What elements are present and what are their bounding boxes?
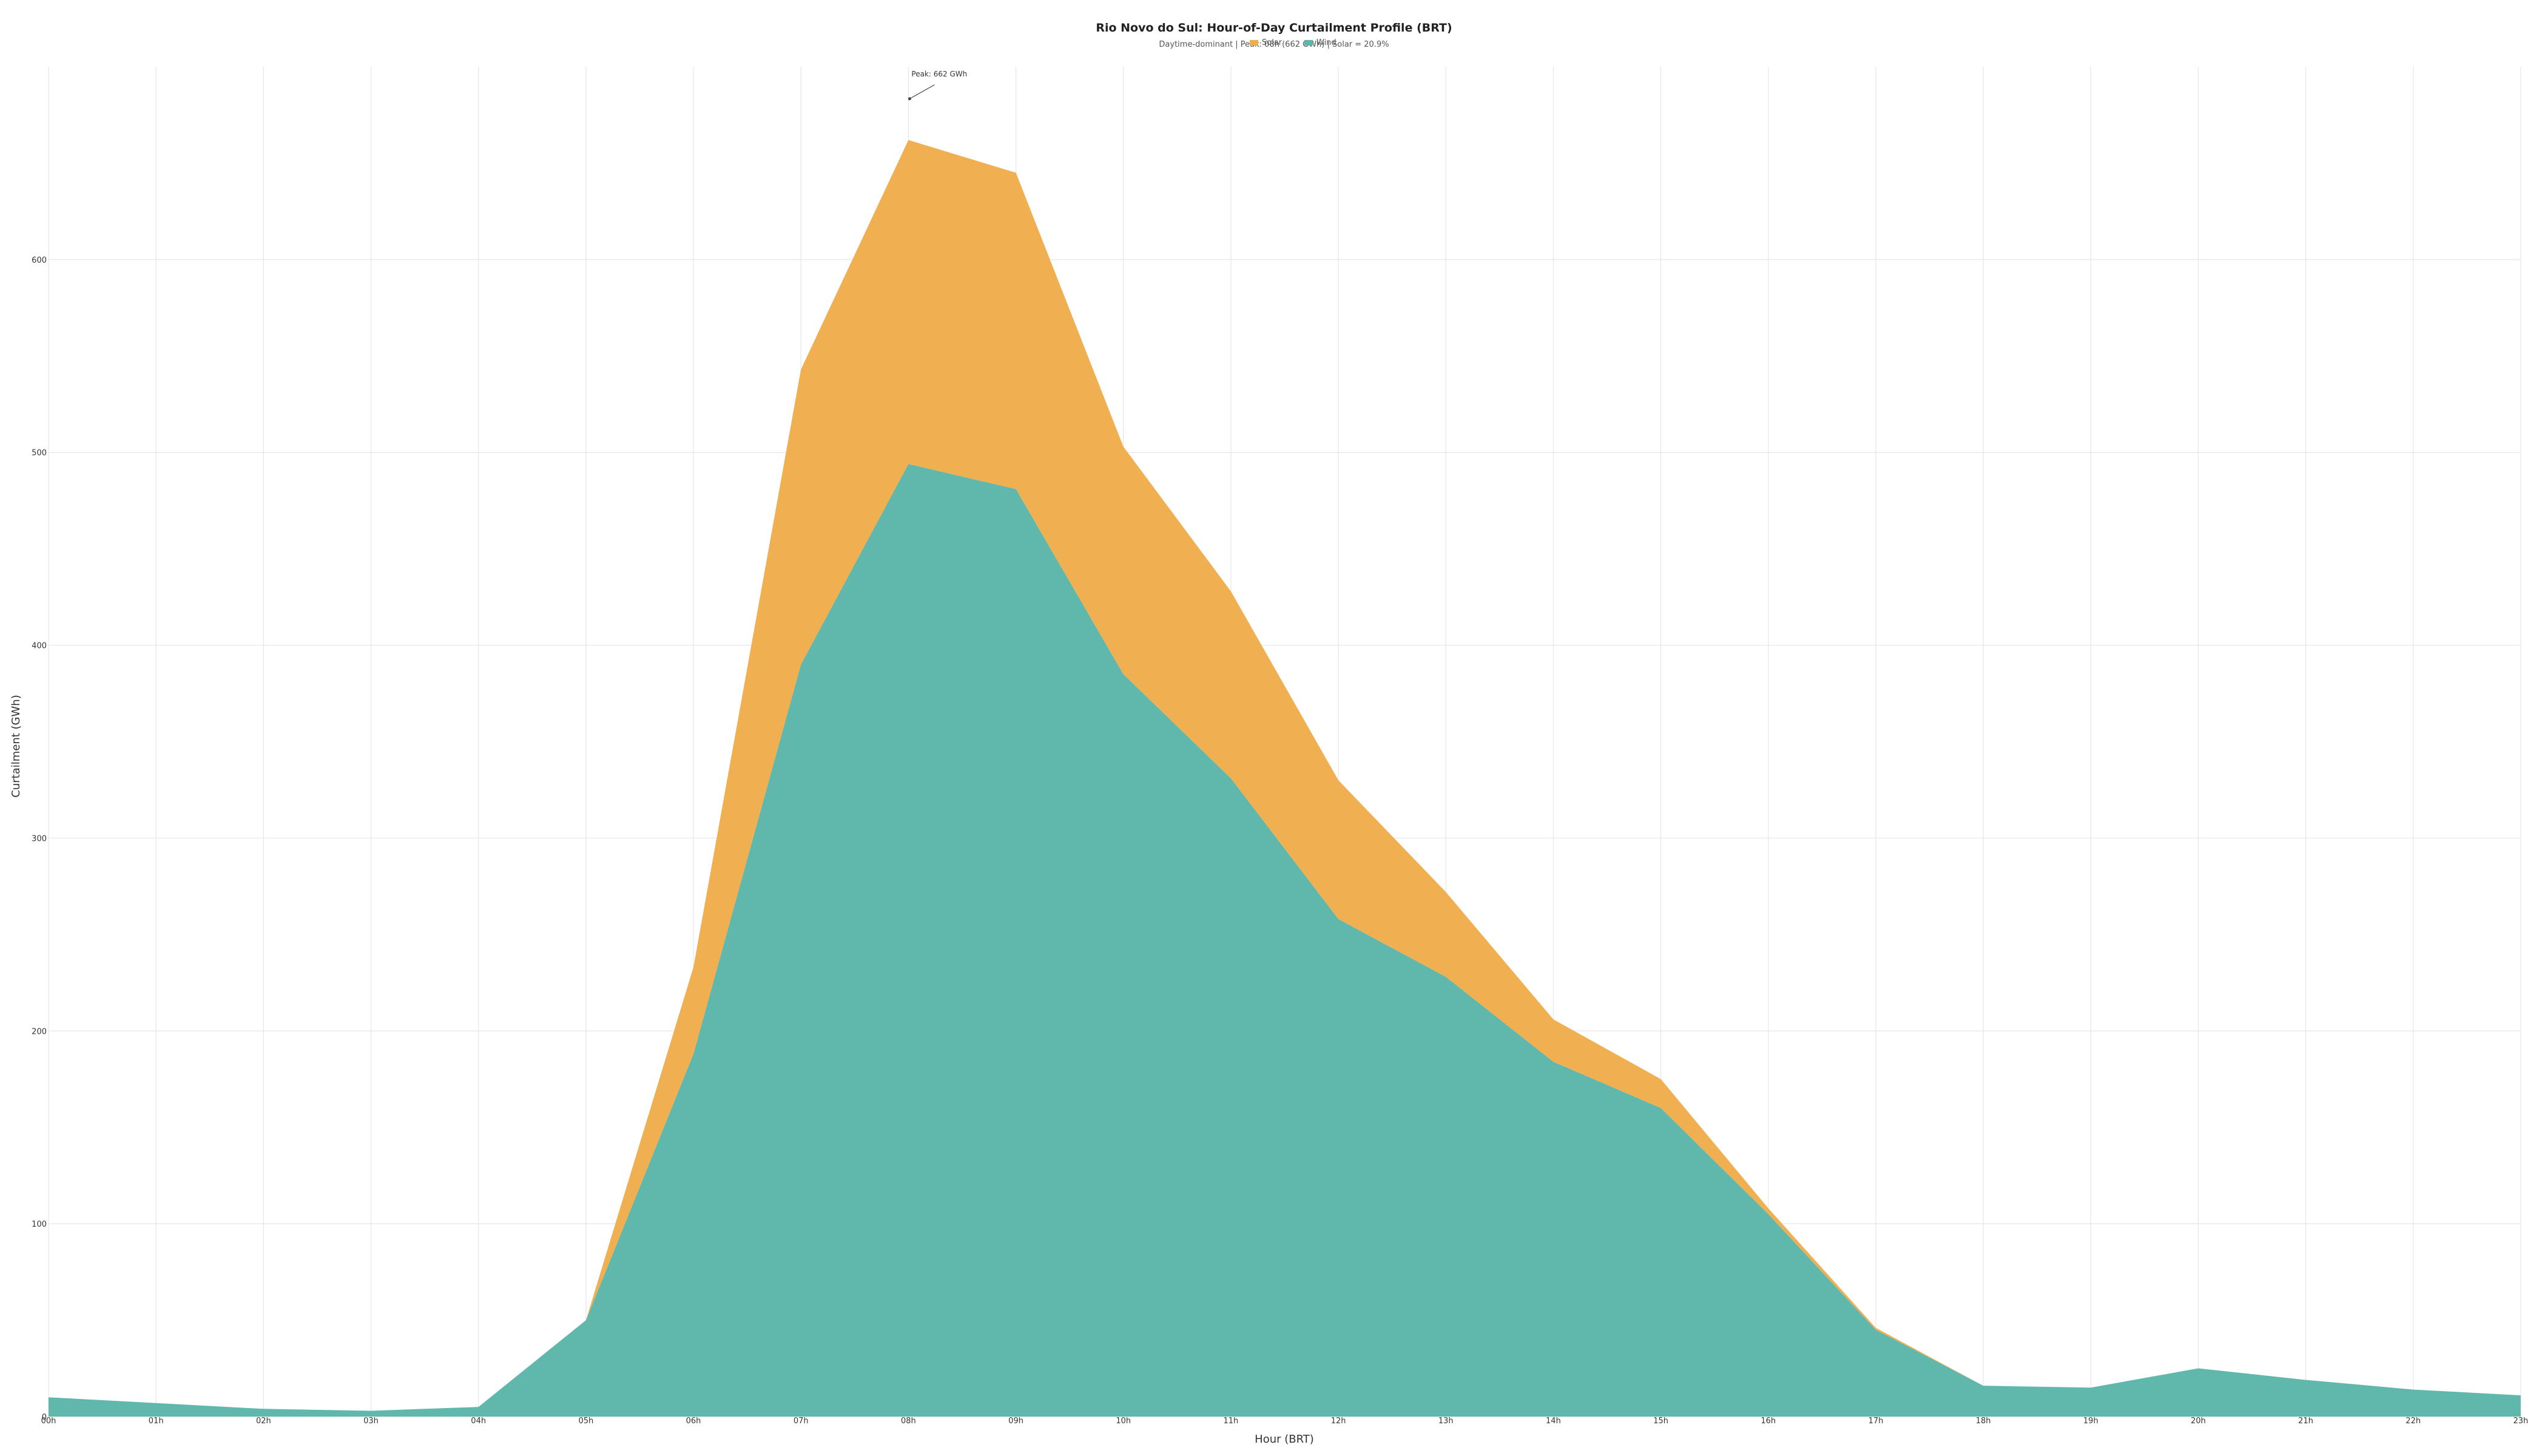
axes: 0 100 200 300 400 500 600 00h 01h 02h 03h 04h 05h 06h… (32, 256, 2528, 1426)
x-axis-label: Hour (BRT) (1255, 1433, 1314, 1446)
x-tick-label: 10h (1116, 1417, 1131, 1426)
y-tick-label: 600 (32, 256, 47, 265)
area-series-solar (49, 140, 2521, 1411)
area-series-wind (49, 463, 2521, 1417)
x-tick-label: 00h (41, 1417, 56, 1426)
y-tick-label: 400 (32, 642, 47, 651)
x-tick-label: 02h (256, 1417, 271, 1426)
legend-label-solar: Solar (1262, 38, 1282, 47)
y-tick-label: 0 (42, 1413, 47, 1422)
y-axis-label: Curtailment (GWh) (10, 695, 22, 797)
annotations: Peak: 662 GWh (908, 70, 967, 101)
legend-label-wind: Wind (1316, 38, 1336, 47)
x-tick-label: 15h (1653, 1417, 1668, 1426)
annotation-arrow (909, 84, 935, 99)
x-tick-label: 20h (2191, 1417, 2206, 1426)
x-tick-label: 05h (578, 1417, 593, 1426)
x-tick-label: 09h (1008, 1417, 1023, 1426)
x-tick-label: 13h (1438, 1417, 1454, 1426)
annotation-arrow-head (908, 97, 911, 101)
x-tick-label: 21h (2298, 1417, 2313, 1426)
x-tick-label: 11h (1224, 1417, 1239, 1426)
y-tick-label: 100 (32, 1220, 47, 1229)
legend-swatch-wind (1304, 40, 1313, 46)
x-tick-label: 14h (1546, 1417, 1561, 1426)
x-tick-label: 19h (2083, 1417, 2098, 1426)
x-tick-label: 18h (1976, 1417, 1991, 1426)
y-tick-label: 500 (32, 449, 47, 458)
y-tick-label: 200 (32, 1027, 47, 1036)
peak-annotation: Peak: 662 GWh (911, 70, 967, 78)
x-tick-label: 22h (2405, 1417, 2421, 1426)
x-tick-label: 03h (363, 1417, 379, 1426)
x-tick-label: 01h (149, 1417, 164, 1426)
y-tick-label: 300 (32, 834, 47, 843)
x-tick-label: 23h (2513, 1417, 2529, 1426)
x-tick-label: 04h (471, 1417, 486, 1426)
x-tick-label: 07h (794, 1417, 809, 1426)
x-tick-label: 16h (1761, 1417, 1776, 1426)
x-tick-label: 17h (1869, 1417, 1884, 1426)
x-tick-label: 12h (1331, 1417, 1346, 1426)
x-tick-label: 06h (686, 1417, 701, 1426)
area-series-layer (49, 140, 2521, 1417)
x-tick-label: 08h (901, 1417, 916, 1426)
legend: Solar Wind (1250, 38, 1336, 47)
chart-subtitle: Daytime-dominant | Peak: 08h (662 GWh) |… (1159, 40, 1389, 49)
legend-swatch-solar (1250, 40, 1258, 46)
chart-title: Rio Novo do Sul: Hour-of-Day Curtailment… (1096, 21, 1452, 35)
